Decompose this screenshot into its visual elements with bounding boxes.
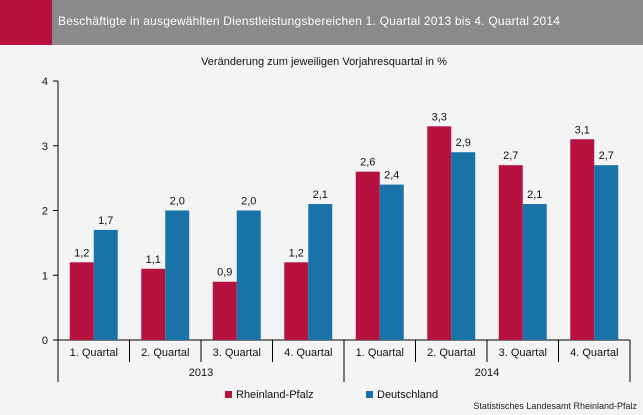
x-tick-label: 2. Quartal (427, 347, 475, 359)
bar-rheinland-pfalz (427, 126, 452, 340)
x-tick-label: 4. Quartal (284, 347, 332, 359)
legend-item-rheinland-pfalz-swatch (225, 391, 232, 398)
data-label: 2,1 (313, 189, 328, 201)
data-label: 2,6 (360, 157, 375, 169)
x-tick-label: 4. Quartal (570, 347, 618, 359)
bar-deutschland (93, 229, 118, 340)
data-label: 2,7 (599, 150, 614, 162)
x-tick-label: 3. Quartal (213, 347, 261, 359)
bar-deutschland (379, 184, 404, 340)
data-label: 3,1 (575, 124, 590, 136)
bar-deutschland (522, 204, 547, 340)
data-label: 2,7 (503, 150, 518, 162)
legend-item-deutschland-label: Deutschland (377, 389, 438, 401)
bar-rheinland-pfalz (498, 165, 523, 340)
bar-deutschland (165, 210, 190, 340)
data-label: 1,2 (289, 247, 304, 259)
bar-deutschland (308, 204, 333, 340)
bar-rheinland-pfalz (355, 171, 380, 340)
data-label: 1,7 (98, 215, 113, 227)
header-accent-block (0, 0, 52, 45)
y-tick-label: 0 (42, 335, 48, 347)
bar-deutschland (594, 165, 619, 340)
data-label: 2,1 (527, 189, 542, 201)
data-label: 2,4 (384, 170, 399, 182)
data-label: 1,1 (146, 254, 161, 266)
source-note: Statistisches Landesamt Rheinland-Pfalz (473, 401, 637, 411)
data-label: 0,9 (217, 267, 232, 279)
chart-subtitle: Veränderung zum jeweiligen Vorjahresquar… (201, 56, 447, 68)
bar-deutschland (236, 210, 261, 340)
bar-rheinland-pfalz (141, 268, 166, 340)
x-tick-label: 1. Quartal (70, 347, 118, 359)
data-label: 3,3 (432, 111, 447, 123)
x-tick-label: 2. Quartal (141, 347, 189, 359)
data-label: 2,0 (241, 196, 256, 208)
x-tick-label: 1. Quartal (356, 347, 404, 359)
legend-item-rheinland-pfalz-label: Rheinland-Pfalz (236, 389, 314, 401)
bar-deutschland (451, 152, 476, 340)
y-tick-label: 2 (42, 206, 48, 218)
bar-rheinland-pfalz (284, 262, 309, 340)
y-tick-label: 3 (42, 141, 48, 153)
y-tick-label: 1 (42, 270, 48, 282)
y-tick-label: 4 (42, 76, 48, 88)
bar-rheinland-pfalz (212, 281, 237, 340)
data-label: 1,2 (74, 247, 89, 259)
x-group-label: 2014 (475, 367, 499, 379)
x-group-label: 2013 (189, 367, 213, 379)
chart-title: Beschäftigte in ausgewählten Dienstleist… (58, 14, 561, 28)
data-label: 2,9 (456, 137, 471, 149)
bar-rheinland-pfalz (69, 262, 94, 340)
bar-rheinland-pfalz (570, 139, 595, 340)
data-label: 2,0 (170, 196, 185, 208)
bar-chart: Veränderung zum jeweiligen Vorjahresquar… (42, 56, 631, 401)
header-bar: Beschäftigte in ausgewählten Dienstleist… (0, 0, 643, 45)
legend-item-deutschland-swatch (366, 391, 373, 398)
x-tick-label: 3. Quartal (499, 347, 547, 359)
